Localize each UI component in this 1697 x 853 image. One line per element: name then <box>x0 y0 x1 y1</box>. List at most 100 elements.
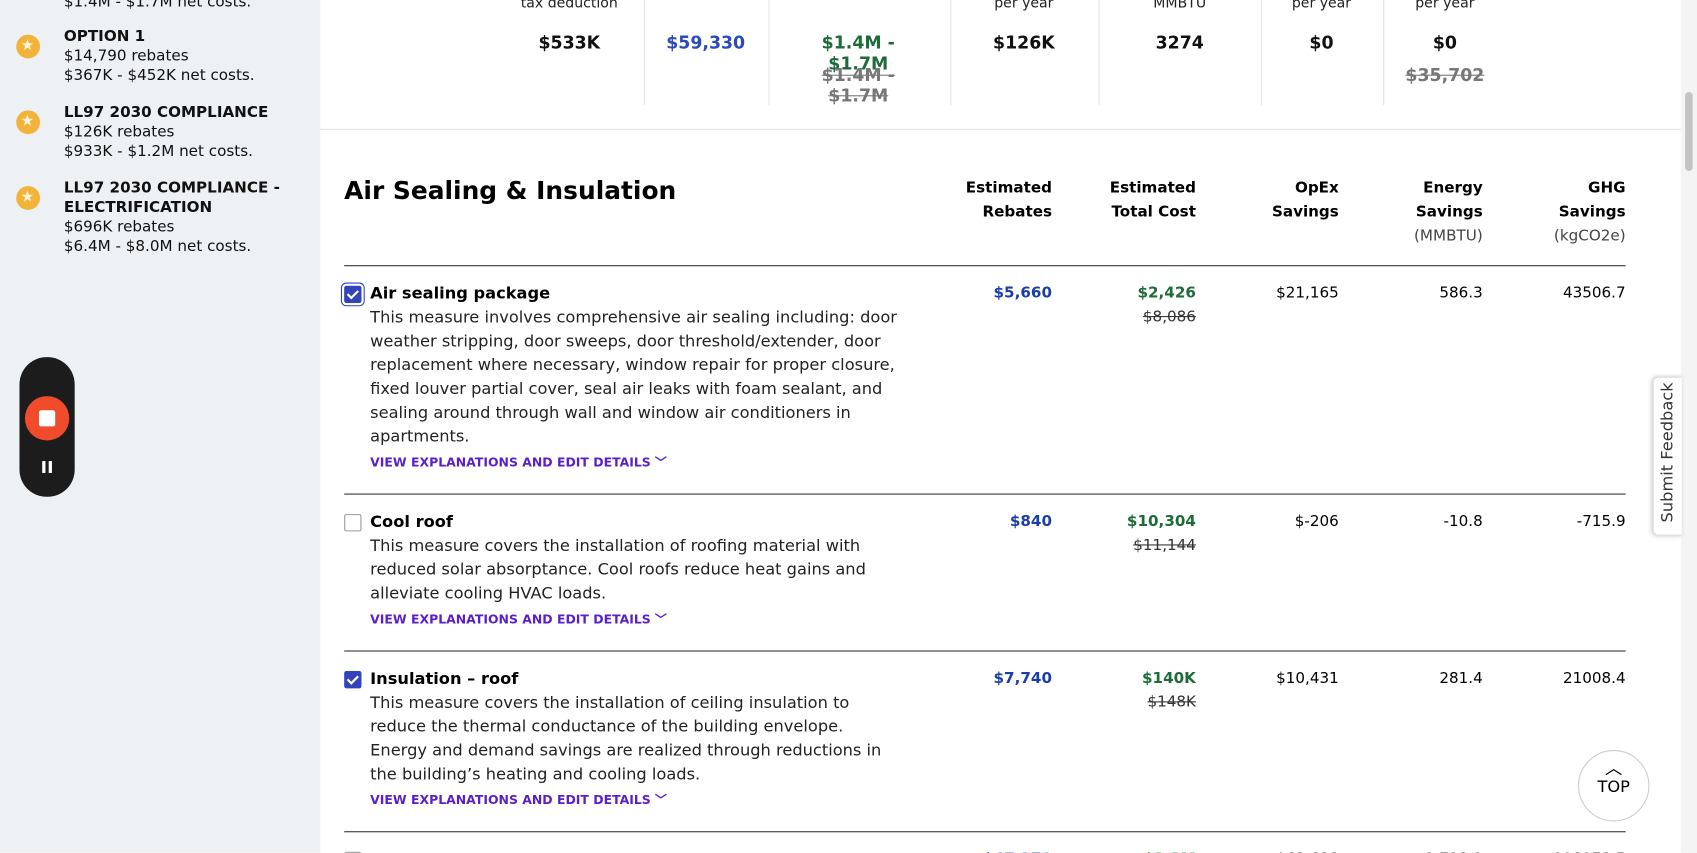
ghg-value: 128273.5 <box>1483 847 1625 853</box>
opex-value: $21,165 <box>1276 284 1339 302</box>
measure-cost: $3.3M <box>1052 847 1195 853</box>
measure-ghg: -715.9 <box>1483 510 1626 632</box>
measure-main: Insulation – roof This measure covers the… <box>344 667 950 813</box>
feedback-label[interactable]: Submit Feedback <box>1657 382 1678 523</box>
measure-energy: 586.3 <box>1339 281 1483 475</box>
measure-name: Insulation – roof <box>370 668 519 689</box>
cost-original: $11,144 <box>1133 536 1196 555</box>
summary-label: per year <box>1291 0 1352 12</box>
summary-value: $533K <box>538 32 601 54</box>
measure-cost: $10,304 $11,144 <box>1052 510 1196 632</box>
cost-original: $148K <box>1147 693 1196 712</box>
header-row: Estimated Rebates Estimated Total Cost OpE… <box>344 162 1626 267</box>
measure-name: Insulation – walls <box>370 847 900 853</box>
cost-value: $140K <box>1142 669 1196 688</box>
option-title: LL97 2030 COMPLIANCE <box>63 103 269 122</box>
option-line: $696K rebates <box>63 218 175 236</box>
measure-name: Cool roof <box>370 511 453 532</box>
measure-main: Air sealing package This measure involves… <box>344 281 950 475</box>
option-icon <box>16 34 41 59</box>
ghg-value: 21008.4 <box>1562 669 1626 688</box>
summary-value: $0 <box>1309 32 1334 54</box>
divider <box>643 0 646 105</box>
option[interactable]: LL97 2030 COMPLIANCE - ELECTRIFICATION $6… <box>64 179 308 257</box>
option-cut: $1.4M - $1.7M net costs. <box>63 0 252 11</box>
column-header: Estimated Total Cost <box>1099 176 1196 265</box>
column-header: Estimated Rebates <box>955 176 1052 265</box>
rebates-value: $47,270 <box>950 847 1052 853</box>
option-title: OPTION 1 <box>63 28 146 46</box>
main-panel: tax deduction $533K $59,330 $1.4M - $1.7M $1… <box>320 0 1681 853</box>
summary-struck: $35,702 <box>1405 64 1485 86</box>
measure-ghg: 21008.4 <box>1483 667 1626 813</box>
cost-value: $10,304 <box>1126 513 1196 531</box>
checkbox[interactable] <box>344 851 362 853</box>
opex-value: $10,431 <box>1276 669 1339 688</box>
top-button[interactable]: ︿ TOP <box>1577 750 1650 822</box>
energy-value: 1,718.1 <box>1339 847 1483 853</box>
measure-cost: $140K $148K <box>1052 667 1196 813</box>
header-text: Estimated Rebates <box>965 179 1052 221</box>
divider <box>950 0 952 105</box>
cost-original: $8,086 <box>1142 308 1196 326</box>
summary-label: MMBTU <box>1153 0 1207 12</box>
stop-button[interactable] <box>24 396 70 441</box>
recorder-widget[interactable] <box>19 357 75 497</box>
checkbox[interactable] <box>344 671 362 689</box>
measure-opex: $21,165 <box>1196 281 1339 475</box>
details-link[interactable]: VIEW EXPLANATIONS AND EDIT DETAILS <box>370 607 900 632</box>
option-line: $6.4M - $8.0M net costs. <box>63 238 252 256</box>
ghg-value: -715.9 <box>1576 513 1626 531</box>
option[interactable]: LL97 2030 COMPLIANCE $126K rebates $933K -… <box>64 103 308 161</box>
column-header: Energy Savings (MMBTU) <box>1385 176 1483 265</box>
measure-text: Cool roof This measure covers the install… <box>370 510 900 632</box>
option-title: LL97 2030 COMPLIANCE - ELECTRIFICATION <box>63 179 280 217</box>
option-icon <box>16 186 41 210</box>
ghg-value: 43506.7 <box>1562 284 1626 302</box>
energy-value: 586.3 <box>1439 284 1483 302</box>
cost-value: $3.3M <box>1052 847 1195 853</box>
feedback-tab[interactable]: Submit Feedback <box>1652 376 1682 536</box>
header-text: OpEx Savings <box>1271 179 1339 221</box>
summary-value: 3274 <box>1155 32 1204 54</box>
details-link[interactable]: VIEW EXPLANATIONS AND EDIT DETAILS <box>370 788 900 813</box>
top-label[interactable]: TOP <box>1597 777 1630 797</box>
option-line: $126K rebates <box>63 123 175 141</box>
details-link[interactable]: VIEW EXPLANATIONS AND EDIT DETAILS <box>370 450 900 475</box>
measure-main: Cool roof This measure covers the install… <box>344 510 950 632</box>
summary-struck: $1.4M - $1.7M <box>821 64 895 107</box>
measure-opex: $-206 <box>1196 510 1339 632</box>
measure-energy: 281.4 <box>1339 667 1483 813</box>
summary-value: $59,330 <box>666 32 746 54</box>
measure-description: This measure involves comprehensive air … <box>370 307 897 446</box>
energy-value: 281.4 <box>1439 669 1483 688</box>
measure-opex: $10,431 <box>1196 667 1339 813</box>
column-header: GHG Savings (kgCO2e) <box>1528 176 1626 265</box>
summary-row: tax deduction $533K $59,330 $1.4M - $1.7M $1… <box>320 0 1681 130</box>
measure-rebates: $47,270 <box>950 847 1052 853</box>
option-line: $367K - $452K net costs. <box>63 67 255 85</box>
summary-label: tax deduction <box>520 0 618 12</box>
scrollbar[interactable] <box>1680 0 1697 853</box>
checkbox[interactable] <box>344 514 362 532</box>
option[interactable]: OPTION 1 $14,790 rebates $367K - $452K net… <box>64 27 308 85</box>
rebates-value: $840 <box>1009 513 1052 531</box>
measure-text: Insulation – walls <box>370 847 900 853</box>
measure-name: Air sealing package <box>370 283 551 304</box>
option-line: $14,790 rebates <box>63 47 189 65</box>
summary-label: per year <box>1415 0 1475 12</box>
summary-value: $1.4M - $1.7M <box>821 32 895 74</box>
summary-value: $0 <box>1432 32 1457 54</box>
option-line: $933K - $1.2M net costs. <box>63 142 253 161</box>
summary-value: $126K <box>993 32 1055 54</box>
section-title: Air Sealing & Insulation <box>344 177 677 206</box>
energy-value: -10.8 <box>1443 513 1483 531</box>
header-text: GHG Savings <box>1558 179 1626 221</box>
summary-label: per year <box>994 0 1054 12</box>
measure-text: Air sealing package This measure involves… <box>370 281 900 475</box>
measure-ghg: 128273.5 <box>1483 847 1625 853</box>
measure-row: Insulation – roof This measure covers the… <box>344 652 1626 833</box>
rebates-value: $7,740 <box>993 669 1052 688</box>
checkbox[interactable] <box>344 285 362 304</box>
